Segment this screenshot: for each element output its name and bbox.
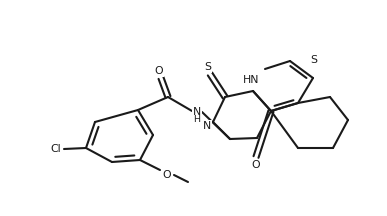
Text: O: O (252, 160, 260, 170)
Text: N: N (193, 107, 201, 117)
Text: N: N (203, 121, 211, 131)
Text: S: S (310, 55, 317, 65)
Text: S: S (204, 62, 212, 72)
Text: HN: HN (243, 75, 259, 85)
Text: Cl: Cl (51, 144, 61, 154)
Text: O: O (155, 66, 163, 76)
Text: O: O (163, 170, 171, 180)
Text: H: H (194, 116, 200, 124)
